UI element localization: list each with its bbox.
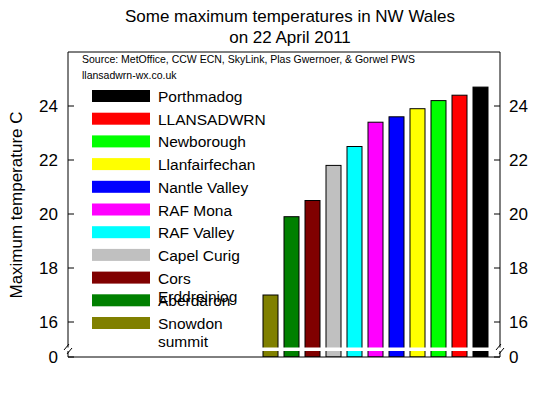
legend-label: Porthmadog [158,88,242,105]
break-mark [496,344,501,350]
tick-label: 0 [49,348,58,367]
tick [494,357,500,358]
x-axis [68,357,500,358]
bar [410,109,425,357]
annotation: llansadwrn-wx.co.uk [82,69,177,81]
legend-label: RAF Valley [158,224,235,241]
tick [68,160,74,161]
bar [431,101,446,357]
legend-label: Llanfairfechan [158,156,255,173]
legend-swatch [92,272,150,284]
legend-swatch [92,113,150,125]
bar [326,165,341,357]
tick-label: 22 [39,151,58,170]
y-axis-right [500,52,501,348]
tick-label: 24 [509,97,528,116]
tick [68,106,74,107]
legend-label: LLANSADWRN [158,111,266,128]
tick-label: 18 [39,259,58,278]
bar [452,95,467,357]
tick [494,322,500,323]
annotation: Source: MetOffice, CCW ECN, SkyLink, Pla… [82,53,415,65]
bar [347,147,362,358]
legend-swatch [92,204,150,216]
legend-swatch [92,317,150,329]
legend-swatch [92,226,150,238]
legend-swatch [92,90,150,102]
y-axis-label: Maximum temperature C [7,111,26,298]
break-mark [67,348,72,354]
legend-swatch [92,181,150,193]
axis-break [62,348,506,352]
legend-swatch [92,135,150,147]
legend-swatch [92,158,150,170]
legend-label: RAF Mona [158,202,232,219]
tick-label: 18 [509,259,528,278]
bar [305,201,320,358]
y-axis-left [68,52,69,348]
subtitle: on 22 April 2011 [229,28,351,47]
title: Some maximum temperatures in NW Wales [125,7,455,26]
tick [494,214,500,215]
break-mark [64,344,69,350]
legend-swatch [92,249,150,261]
tick [68,357,74,358]
tick [68,268,74,269]
tick-label: 16 [39,313,58,332]
tick-label: 20 [509,205,528,224]
tick [68,214,74,215]
chart: Some maximum temperatures in NW Wales on … [0,0,560,406]
legend-label: Newborough [158,133,246,150]
legend-label: Aberdaron [158,292,230,309]
tick [68,322,74,323]
break-mark [499,348,504,354]
bar [368,122,383,357]
tick [494,160,500,161]
tick-label: 20 [39,205,58,224]
legend-label: Nantle Valley [158,179,248,196]
bar [473,87,488,357]
legend-label: Snowdonsummit [158,315,223,350]
bar [284,217,299,357]
tick-label: 24 [39,97,58,116]
bars [263,87,488,357]
bar [389,117,404,357]
tick [494,268,500,269]
tick-label: 0 [509,348,518,367]
legend-label: Capel Curig [158,247,240,264]
tick [494,106,500,107]
legend-swatch [92,294,150,306]
tick-label: 22 [509,151,528,170]
tick-label: 16 [509,313,528,332]
